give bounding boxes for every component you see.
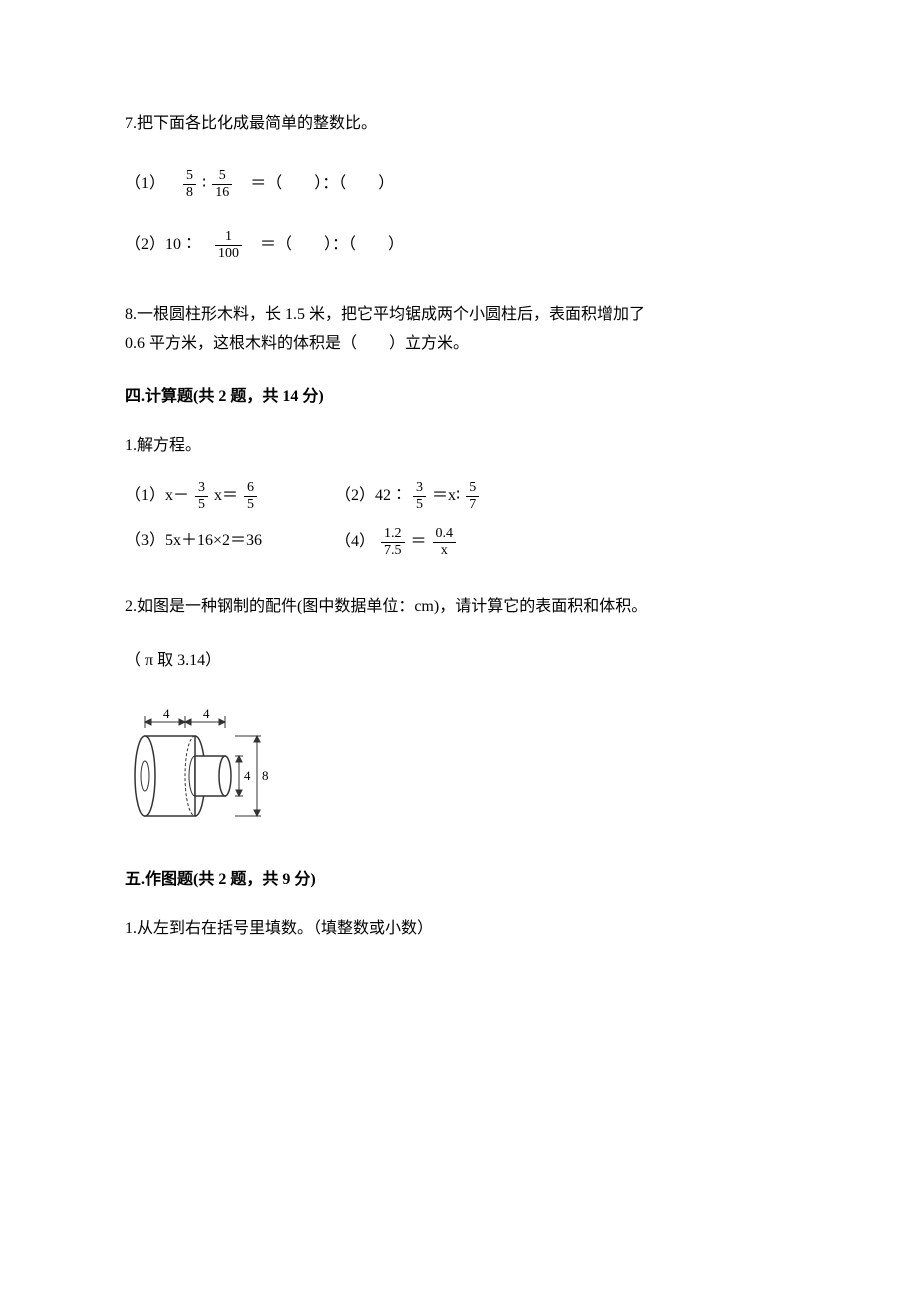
dim-label-4-left: 4 xyxy=(163,706,170,721)
eq1: （1）x－ 3 5 x＝ 6 5 xyxy=(125,481,335,512)
colon: ∶ xyxy=(202,175,206,192)
eq4: （4） 1.2 7.5 ＝ 0.4 x xyxy=(335,527,795,558)
eq4-frac2: 0.4 x xyxy=(433,527,457,558)
fraction-numerator: 1 xyxy=(215,230,242,246)
eq4-frac1: 1.2 7.5 xyxy=(381,527,405,558)
q8-line1: 8.一根圆柱形木料，长 1.5 米，把它平均锯成两个小圆柱后，表面积增加了 xyxy=(125,301,795,330)
section-5-header: 五.作图题(共 2 题，共 9 分) xyxy=(125,866,795,895)
eq1-prefix: （1）x－ xyxy=(125,487,189,504)
fraction-denominator: 7.5 xyxy=(381,543,405,558)
eq1-mid: x＝ xyxy=(214,487,238,504)
dim-label-small-4: 4 xyxy=(244,768,251,783)
fraction-numerator: 0.4 xyxy=(433,527,457,543)
fraction-denominator: 100 xyxy=(215,246,242,261)
fraction-denominator: 7 xyxy=(466,497,479,512)
eq3: （3）5x＋16×2＝36 xyxy=(125,527,335,558)
section5-q1: 1.从左到右在括号里填数。（填整数或小数） xyxy=(125,915,795,944)
q7-sub2: （2）10∶ 1 100 ＝（ ）：（ ） xyxy=(125,230,795,261)
equation-row-1: （1）x－ 3 5 x＝ 6 5 （2）42∶ 3 5 ＝x∶ 5 7 xyxy=(125,481,795,512)
eq4-prefix: （4） xyxy=(335,533,375,550)
fraction-numerator: 5 xyxy=(183,169,196,185)
q7-sub1-frac1: 5 8 xyxy=(183,169,196,200)
q7-sub1-frac2: 5 16 xyxy=(212,169,232,200)
fraction-numerator: 6 xyxy=(244,481,257,497)
q8-line2: 0.6 平方米，这根木料的体积是（ ）立方米。 xyxy=(125,330,795,359)
eq4-mid: ＝ xyxy=(411,533,427,550)
fraction-denominator: 5 xyxy=(195,497,208,512)
q7-sub1-answer: ＝（ ）：（ ） xyxy=(250,175,394,192)
eq1-frac2: 6 5 xyxy=(244,481,257,512)
equation-row-2: （3）5x＋16×2＝36 （4） 1.2 7.5 ＝ 0.4 x xyxy=(125,527,795,558)
eq2: （2）42∶ 3 5 ＝x∶ 5 7 xyxy=(335,481,795,512)
eq1-frac1: 3 5 xyxy=(195,481,208,512)
q7-stem: 7.把下面各比化成最简单的整数比。 xyxy=(125,110,795,139)
fraction-denominator: 5 xyxy=(244,497,257,512)
question-8: 8.一根圆柱形木料，长 1.5 米，把它平均锯成两个小圆柱后，表面积增加了 0.… xyxy=(125,301,795,359)
fraction-numerator: 3 xyxy=(195,481,208,497)
q7-sub2-prefix: （2）10∶ xyxy=(125,236,197,253)
fraction-numerator: 5 xyxy=(466,481,479,497)
eq2-mid: ＝x∶ xyxy=(432,487,460,504)
s4-q2-line2: （ π 取 3.14） xyxy=(125,647,795,676)
section4-q1: 1.解方程。 （1）x－ 3 5 x＝ 6 5 （2）42∶ 3 5 ＝x∶ 5… xyxy=(125,432,795,558)
fraction-numerator: 1.2 xyxy=(381,527,405,543)
s5-q1-stem: 1.从左到右在括号里填数。（填整数或小数） xyxy=(125,915,795,944)
q7-sub1-prefix: （1） xyxy=(125,175,165,192)
question-7: 7.把下面各比化成最简单的整数比。 （1） 5 8 ∶ 5 16 ＝（ ）：（ … xyxy=(125,110,795,261)
q7-sub2-frac: 1 100 xyxy=(215,230,242,261)
s4-q1-stem: 1.解方程。 xyxy=(125,432,795,461)
fraction-numerator: 3 xyxy=(413,481,426,497)
dim-label-big-8: 8 xyxy=(262,768,269,783)
fraction-denominator: 16 xyxy=(212,185,232,200)
fraction-numerator: 5 xyxy=(212,169,232,185)
dim-label-4-right: 4 xyxy=(203,706,210,721)
section4-q2: 2.如图是一种钢制的配件(图中数据单位：cm)，请计算它的表面积和体积。 （ π… xyxy=(125,593,795,836)
cylinder-diagram: 4 4 4 xyxy=(125,706,795,837)
fraction-denominator: x xyxy=(433,543,457,558)
section-4-header: 四.计算题(共 2 题，共 14 分) xyxy=(125,383,795,412)
q7-sub1: （1） 5 8 ∶ 5 16 ＝（ ）：（ ） xyxy=(125,169,795,200)
s4-q2-line1: 2.如图是一种钢制的配件(图中数据单位：cm)，请计算它的表面积和体积。 xyxy=(125,593,795,622)
cylinder-svg: 4 4 4 xyxy=(125,706,275,826)
eq2-frac2: 5 7 xyxy=(466,481,479,512)
eq2-frac1: 3 5 xyxy=(413,481,426,512)
q7-sub2-answer: ＝（ ）：（ ） xyxy=(260,236,404,253)
fraction-denominator: 5 xyxy=(413,497,426,512)
eq2-prefix: （2）42∶ xyxy=(335,487,407,504)
fraction-denominator: 8 xyxy=(183,185,196,200)
